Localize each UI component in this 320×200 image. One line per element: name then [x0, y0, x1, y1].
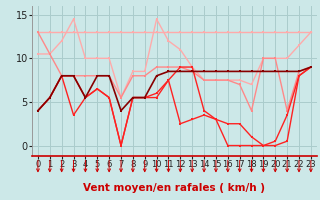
X-axis label: Vent moyen/en rafales ( km/h ): Vent moyen/en rafales ( km/h ) [84, 183, 265, 193]
